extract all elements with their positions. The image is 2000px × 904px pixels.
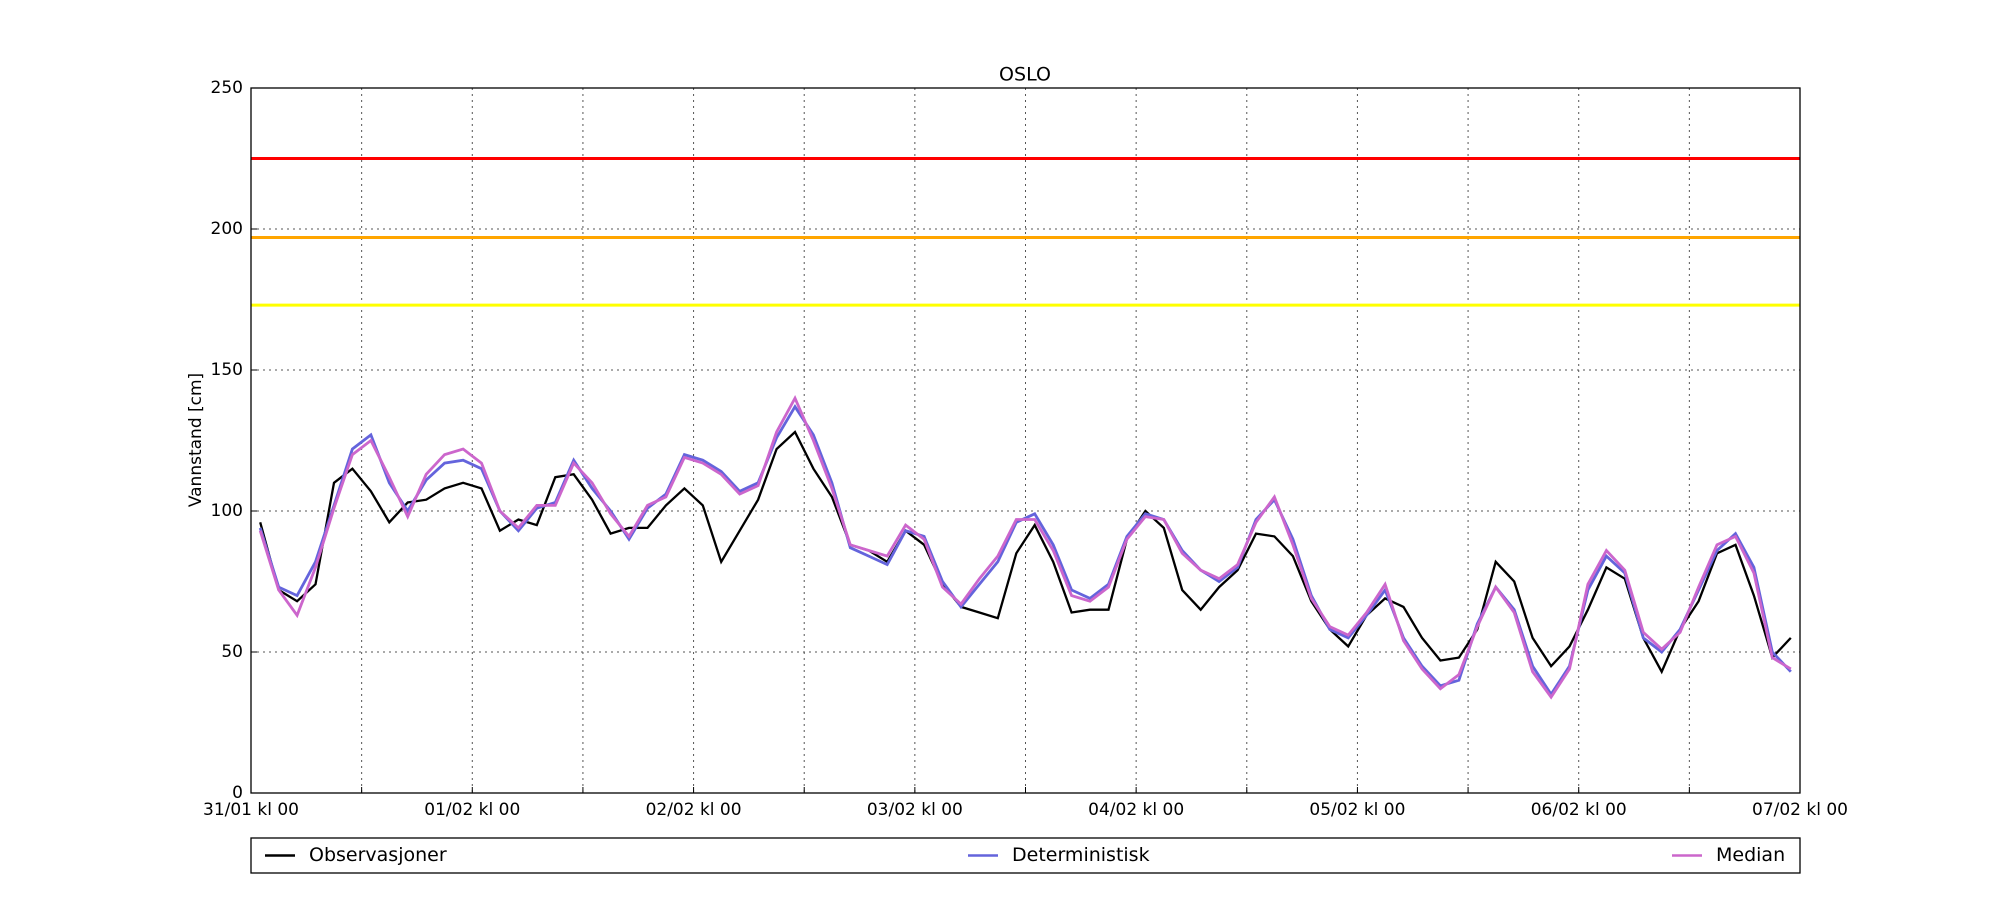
y-tick-label: 100 [211,501,243,521]
y-tick-label: 150 [211,360,243,380]
series-line [258,404,1792,697]
legend-box [250,837,1801,874]
plot-frame [250,87,1801,794]
x-tick-label: 07/02 kl 00 [1752,800,1848,820]
x-tick-label: 02/02 kl 00 [646,800,742,820]
y-tick-label: 0 [232,783,243,803]
series-line [259,430,1792,675]
y-tick-label: 200 [211,219,243,239]
x-tick-label: 01/02 kl 00 [424,800,520,820]
x-tick-label: 06/02 kl 00 [1531,800,1627,820]
x-tick-label: 31/01 kl 00 [203,800,299,820]
legend-label: Median [1716,844,1785,866]
x-tick-label: 03/02 kl 00 [867,800,963,820]
y-tick-label: 250 [211,78,243,98]
series-line [258,395,1792,700]
x-tick-label: 05/02 kl 00 [1309,800,1405,820]
x-tick-label: 04/02 kl 00 [1088,800,1184,820]
legend-label: Observasjoner [309,844,447,866]
legend-label: Deterministisk [1012,844,1150,866]
y-axis-label: Vannstand [cm] [186,373,206,507]
chart-title: OSLO [999,64,1051,86]
y-tick-label: 50 [221,642,243,662]
